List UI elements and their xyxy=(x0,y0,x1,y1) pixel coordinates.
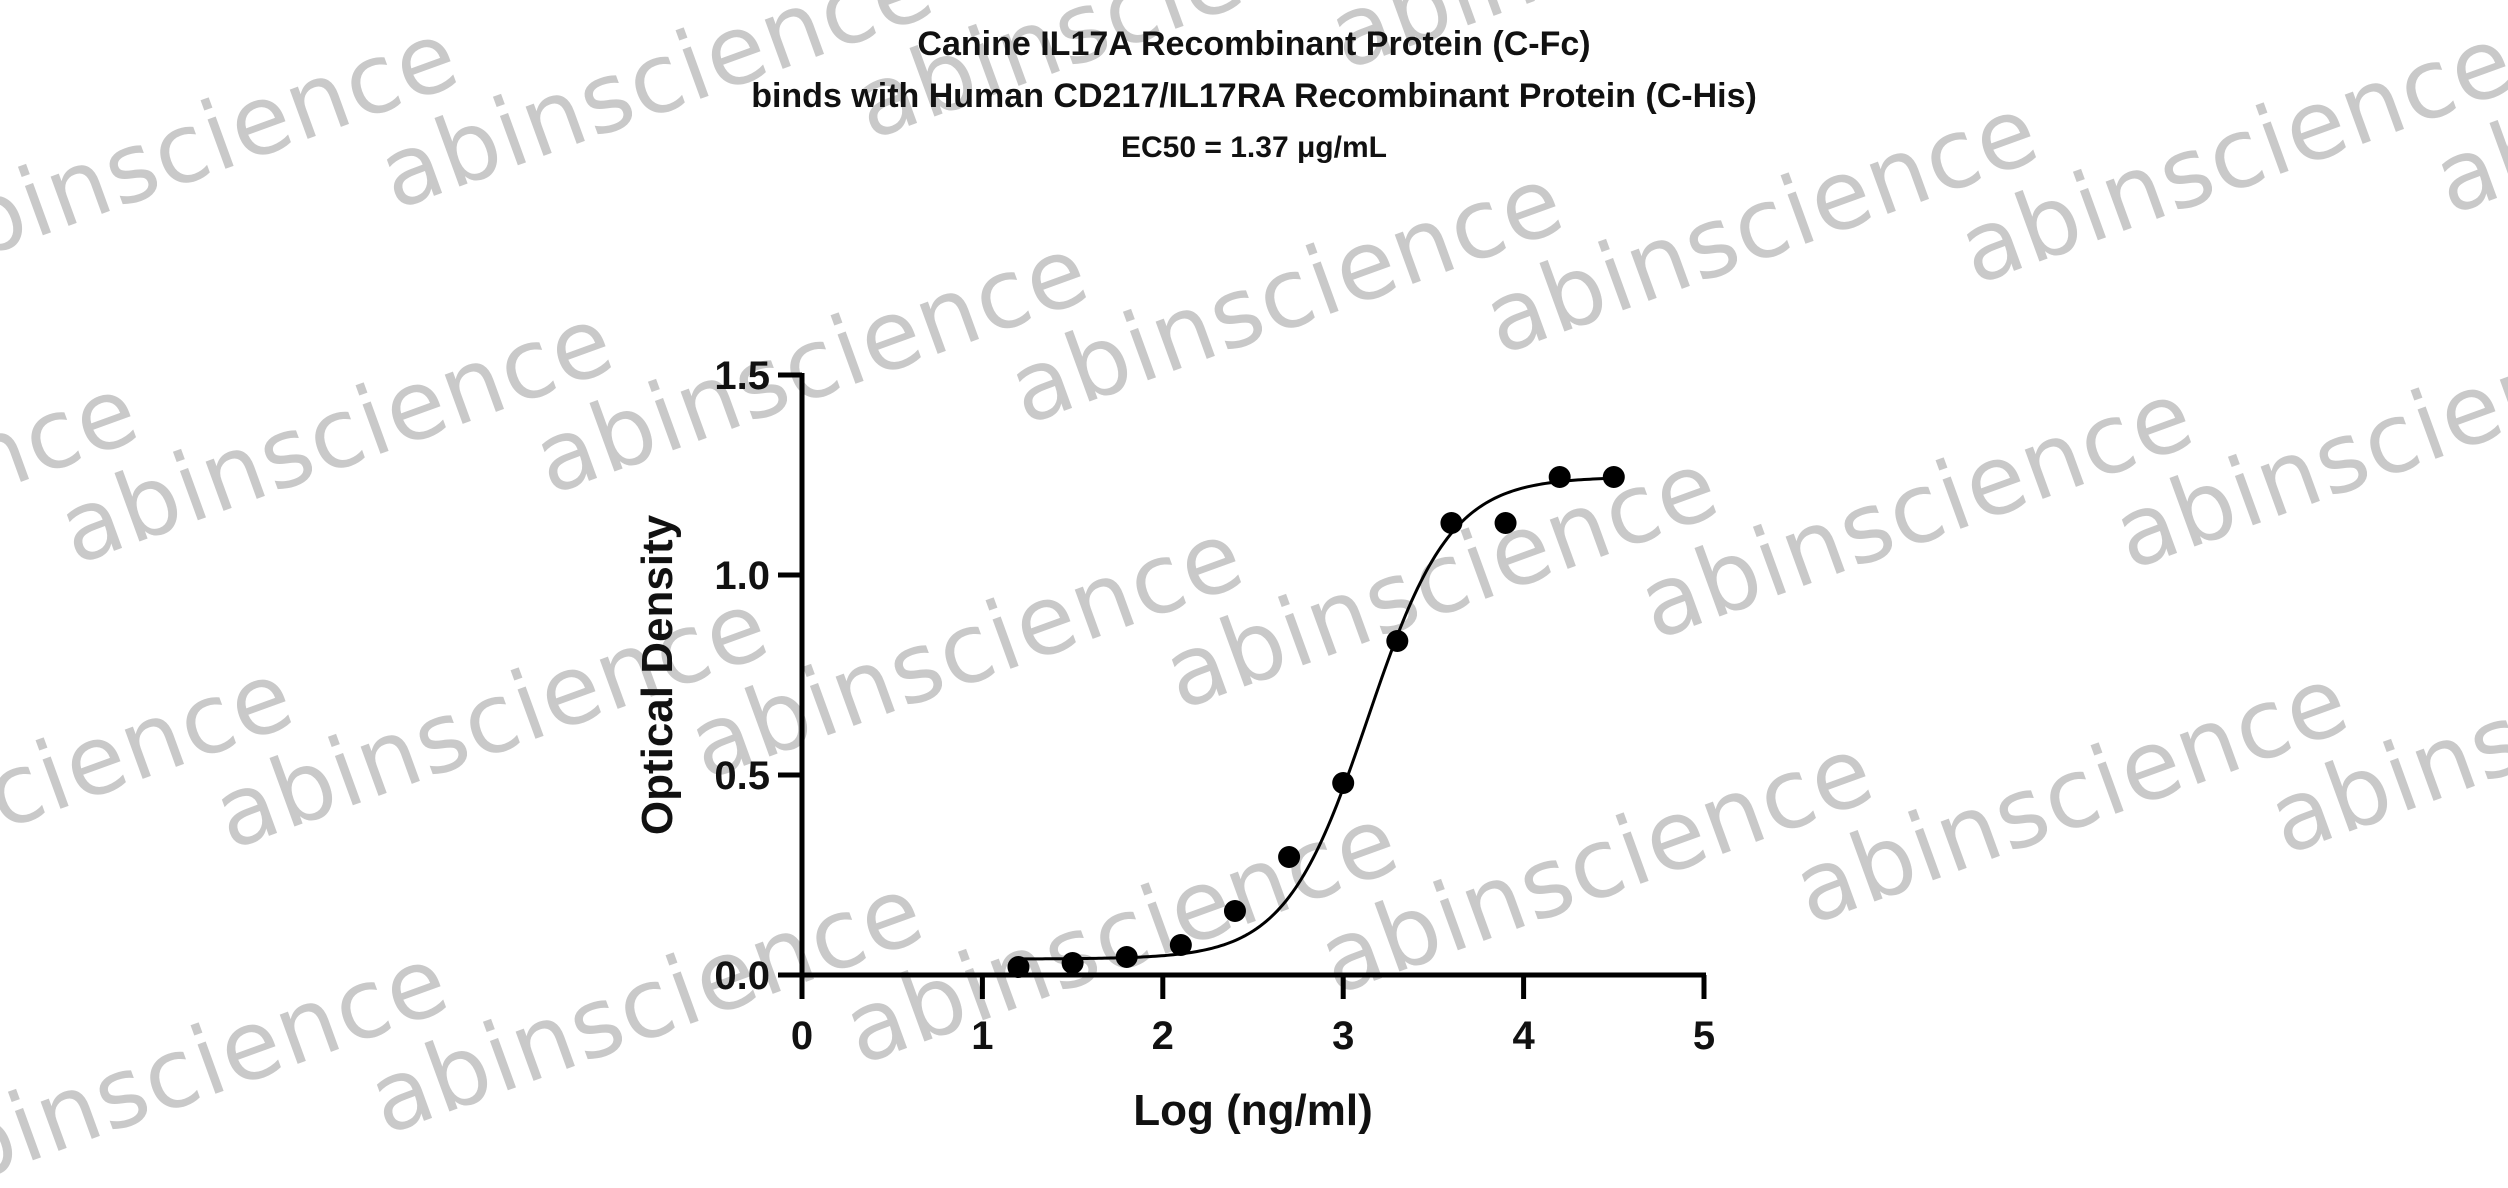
data-point-3 xyxy=(1169,934,1192,956)
chart-title: Canine IL17A Recombinant Protein (C-Fc) xyxy=(917,25,1590,63)
x-tick-label-2: 2 xyxy=(1152,1014,1174,1058)
y-axis-label: Optical Density xyxy=(633,514,682,835)
y-tick-label-2: 1.0 xyxy=(714,554,770,598)
data-point-4 xyxy=(1223,900,1246,922)
x-tick-label-5: 5 xyxy=(1693,1014,1715,1058)
data-point-5 xyxy=(1278,846,1301,868)
watermark-text-3: abinscience xyxy=(0,0,317,17)
title-block: Canine IL17A Recombinant Protein (C-Fc) … xyxy=(751,25,1757,164)
y-tick-label-0: 0.0 xyxy=(714,954,770,998)
data-point-6 xyxy=(1332,772,1355,794)
axes xyxy=(799,373,1706,978)
y-tick-label-1: 0.5 xyxy=(714,754,770,798)
data-point-8 xyxy=(1440,512,1463,534)
x-axis-label: Log (ng/ml) xyxy=(1133,1086,1373,1135)
data-point-9 xyxy=(1494,512,1517,534)
data-point-0 xyxy=(1007,956,1030,978)
watermark-text-21: abinscience xyxy=(1790,0,2373,22)
x-axis-ticks: 0 1 2 3 4 5 xyxy=(791,975,1715,1058)
data-point-10 xyxy=(1548,466,1571,488)
y-tick-label-3: 1.5 xyxy=(714,354,770,398)
x-tick-label-0: 0 xyxy=(791,1014,813,1058)
x-tick-label-1: 1 xyxy=(971,1014,993,1058)
chart-title-line2: binds with Human CD217/IL17RA Recombinan… xyxy=(751,77,1757,115)
data-point-7 xyxy=(1386,630,1409,652)
data-point-2 xyxy=(1115,946,1138,968)
data-points-layer xyxy=(1007,466,1625,978)
data-point-1 xyxy=(1061,952,1084,974)
y-axis-ticks: 0.0 0.5 1.0 1.5 xyxy=(714,354,802,998)
x-tick-label-4: 4 xyxy=(1512,1014,1535,1058)
chart-subtitle: EC50 = 1.37 μg/mL xyxy=(1121,131,1387,164)
data-point-11 xyxy=(1602,466,1625,488)
watermark-text-9: abinscience xyxy=(365,0,948,232)
x-tick-label-3: 3 xyxy=(1332,1014,1354,1058)
